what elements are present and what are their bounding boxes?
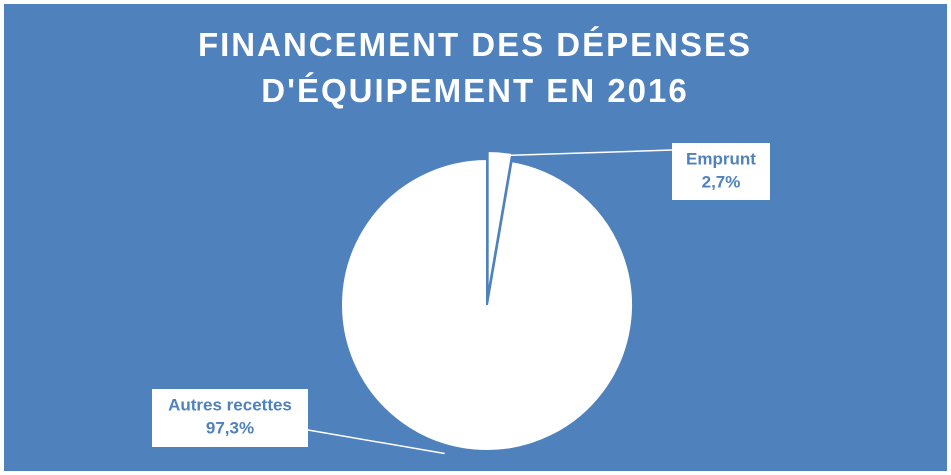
slice-value-label: 97,3%: [206, 418, 254, 437]
leader-line: [307, 429, 445, 455]
label-box: [152, 389, 308, 447]
leader-line: [504, 149, 673, 157]
pie-slice: [340, 157, 634, 452]
slice-label: Emprunt: [686, 149, 756, 168]
label-box: [672, 143, 770, 200]
slice-value-label: 2,7%: [702, 172, 741, 191]
chart-title: FINANCEMENT DES DÉPENSES D'ÉQUIPEMENT EN…: [197, 26, 753, 109]
slice-label: Autres recettes: [168, 395, 292, 414]
